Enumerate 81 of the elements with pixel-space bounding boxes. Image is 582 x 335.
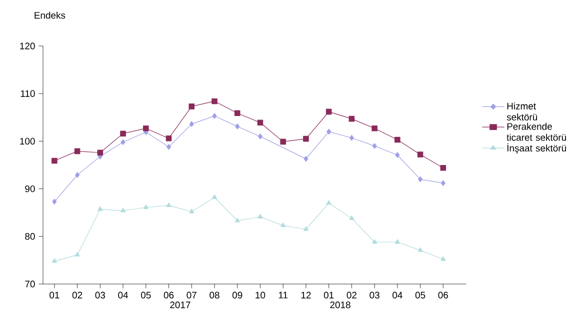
point	[212, 98, 218, 104]
x-tick-label: 07	[186, 292, 196, 298]
point	[395, 152, 400, 158]
point	[258, 214, 263, 218]
point	[440, 256, 446, 261]
point	[234, 110, 240, 116]
point	[166, 135, 172, 142]
point	[74, 148, 80, 154]
point	[349, 134, 354, 141]
point	[212, 113, 217, 119]
point	[189, 208, 194, 214]
y-tick-label: 70	[25, 280, 35, 288]
point	[166, 144, 172, 150]
point	[52, 198, 57, 205]
point	[258, 134, 262, 140]
point	[303, 226, 308, 231]
x-tick-label: 01	[324, 292, 334, 298]
text: 2017	[170, 302, 190, 308]
legend-label: Perakende ticaret sektörü	[506, 122, 566, 141]
y-tick-label: 90	[25, 185, 35, 192]
point	[372, 239, 378, 244]
point	[349, 215, 354, 220]
point	[120, 139, 126, 146]
point	[189, 121, 194, 127]
point	[326, 108, 332, 115]
x-tick-label: 04	[392, 292, 402, 298]
x-tick-label: 02	[346, 292, 356, 298]
point	[143, 125, 149, 132]
point	[74, 252, 80, 257]
point	[257, 120, 264, 126]
point	[52, 158, 58, 164]
x-tick-label: 03	[95, 292, 106, 298]
text: 2018	[330, 302, 350, 308]
point	[394, 136, 400, 143]
x-tick-label: 05	[415, 292, 426, 298]
point	[98, 206, 103, 211]
point	[303, 136, 309, 142]
point	[280, 222, 286, 228]
point	[372, 143, 377, 149]
x-tick-label: 04	[118, 292, 128, 298]
point	[326, 200, 332, 205]
y-axis-title: Endeks	[34, 12, 66, 19]
x-tick-label: 03	[370, 292, 380, 298]
legend-label: Hizmet sektörü	[506, 102, 538, 120]
x-tick-label: 02	[72, 292, 82, 298]
x-tick-label: 05	[141, 292, 151, 298]
point	[120, 130, 126, 136]
point	[417, 152, 424, 158]
point	[280, 138, 286, 145]
point	[418, 247, 423, 252]
point	[235, 124, 240, 130]
y-tick-label: 110	[20, 90, 35, 97]
point	[348, 116, 355, 122]
x-tick-label: 11	[278, 292, 288, 298]
x-tick-label: 12	[301, 292, 311, 298]
point	[440, 164, 446, 171]
point	[440, 180, 446, 186]
point	[120, 208, 126, 212]
point	[188, 104, 195, 110]
point	[52, 258, 57, 263]
point	[166, 202, 172, 208]
x-tick-label: 06	[438, 292, 448, 298]
y-tick-label: 100	[20, 138, 35, 145]
y-tick-label: 80	[25, 233, 35, 240]
point	[372, 125, 378, 132]
x-tick-label: 01	[50, 292, 60, 298]
point	[394, 239, 400, 244]
x-tick-label: 08	[210, 292, 220, 298]
y-tick-label: 120	[20, 42, 35, 50]
x-tick-label: 10	[256, 292, 266, 298]
point	[75, 172, 80, 178]
x-tick-label: 09	[232, 292, 242, 298]
point	[97, 150, 104, 156]
point	[326, 128, 332, 135]
point	[418, 176, 423, 182]
point	[143, 204, 148, 209]
x-tick-label: 06	[164, 292, 174, 298]
point	[212, 194, 218, 199]
point	[304, 156, 308, 162]
point	[234, 218, 240, 222]
legend-label: İnşaat sektörü	[507, 143, 566, 154]
